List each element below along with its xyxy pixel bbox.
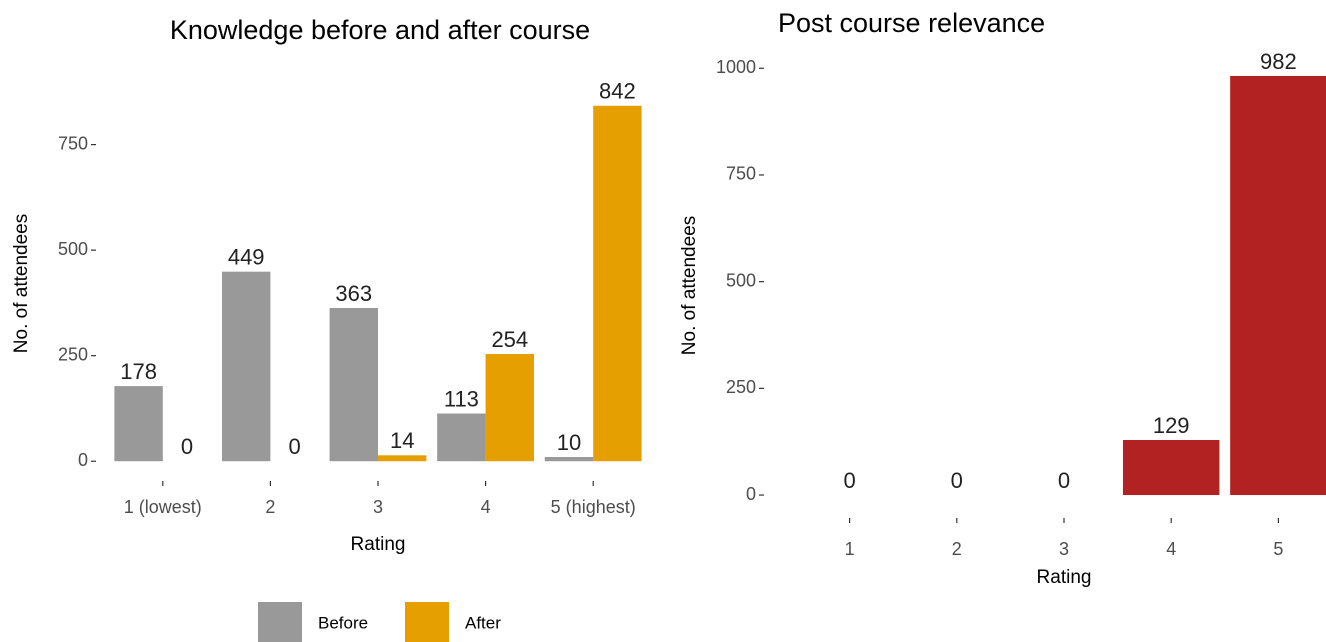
y-tick-label: 0 — [746, 484, 756, 504]
x-tick-label: 3 — [1059, 539, 1069, 559]
value-label: 0 — [288, 434, 300, 459]
value-label: 363 — [335, 281, 372, 306]
bar — [329, 307, 378, 462]
value-label: 254 — [491, 327, 528, 352]
bar — [378, 455, 427, 462]
value-label: 113 — [444, 386, 479, 411]
y-tick-label: 750 — [58, 133, 88, 153]
y-axis-title: No. of attendees — [11, 214, 32, 353]
chart-title: Knowledge before and after course — [170, 15, 590, 45]
bar — [485, 353, 535, 462]
value-label: 449 — [228, 244, 265, 269]
value-label: 129 — [1153, 413, 1190, 438]
y-tick-label: 500 — [58, 239, 88, 259]
x-tick-label: 5 (highest) — [551, 497, 636, 517]
legend-swatch — [258, 602, 302, 642]
y-tick-label: 0 — [78, 450, 88, 470]
value-label: 10 — [557, 430, 581, 455]
bar — [1230, 75, 1326, 496]
x-tick-label: 4 — [1166, 539, 1176, 559]
y-tick-label: 1000 — [716, 57, 756, 77]
legend-swatch — [405, 602, 449, 642]
bar — [437, 413, 486, 462]
bar — [593, 105, 642, 462]
value-label: 0 — [843, 468, 855, 493]
x-tick-label: 2 — [952, 539, 962, 559]
value-label: 982 — [1260, 49, 1297, 74]
x-tick-label: 1 (lowest) — [124, 497, 202, 517]
value-label: 178 — [120, 359, 157, 384]
x-tick-label: 2 — [265, 497, 275, 517]
legend-label: Before — [318, 613, 368, 632]
x-axis-title: Rating — [351, 534, 406, 555]
x-tick-label: 5 — [1273, 539, 1283, 559]
bar — [1122, 439, 1220, 496]
x-axis-title: Rating — [1037, 567, 1092, 588]
bar — [114, 386, 163, 462]
x-tick-label: 1 — [845, 539, 855, 559]
y-tick-label: 250 — [726, 377, 756, 397]
chart-title: Post course relevance — [778, 8, 1045, 38]
value-label: 0 — [951, 468, 963, 493]
y-tick-label: 500 — [726, 270, 756, 290]
x-tick-label: 3 — [373, 497, 383, 517]
x-tick-label: 4 — [481, 497, 491, 517]
legend-label: After — [465, 613, 501, 632]
value-label: 14 — [390, 428, 414, 453]
bar — [221, 271, 271, 462]
y-tick-label: 750 — [726, 164, 756, 184]
value-label: 0 — [181, 434, 193, 459]
y-tick-label: 250 — [58, 344, 88, 364]
value-label: 842 — [599, 79, 636, 104]
value-label: 0 — [1058, 468, 1070, 493]
bar — [544, 457, 594, 462]
y-axis-title: No. of attendees — [679, 216, 700, 355]
